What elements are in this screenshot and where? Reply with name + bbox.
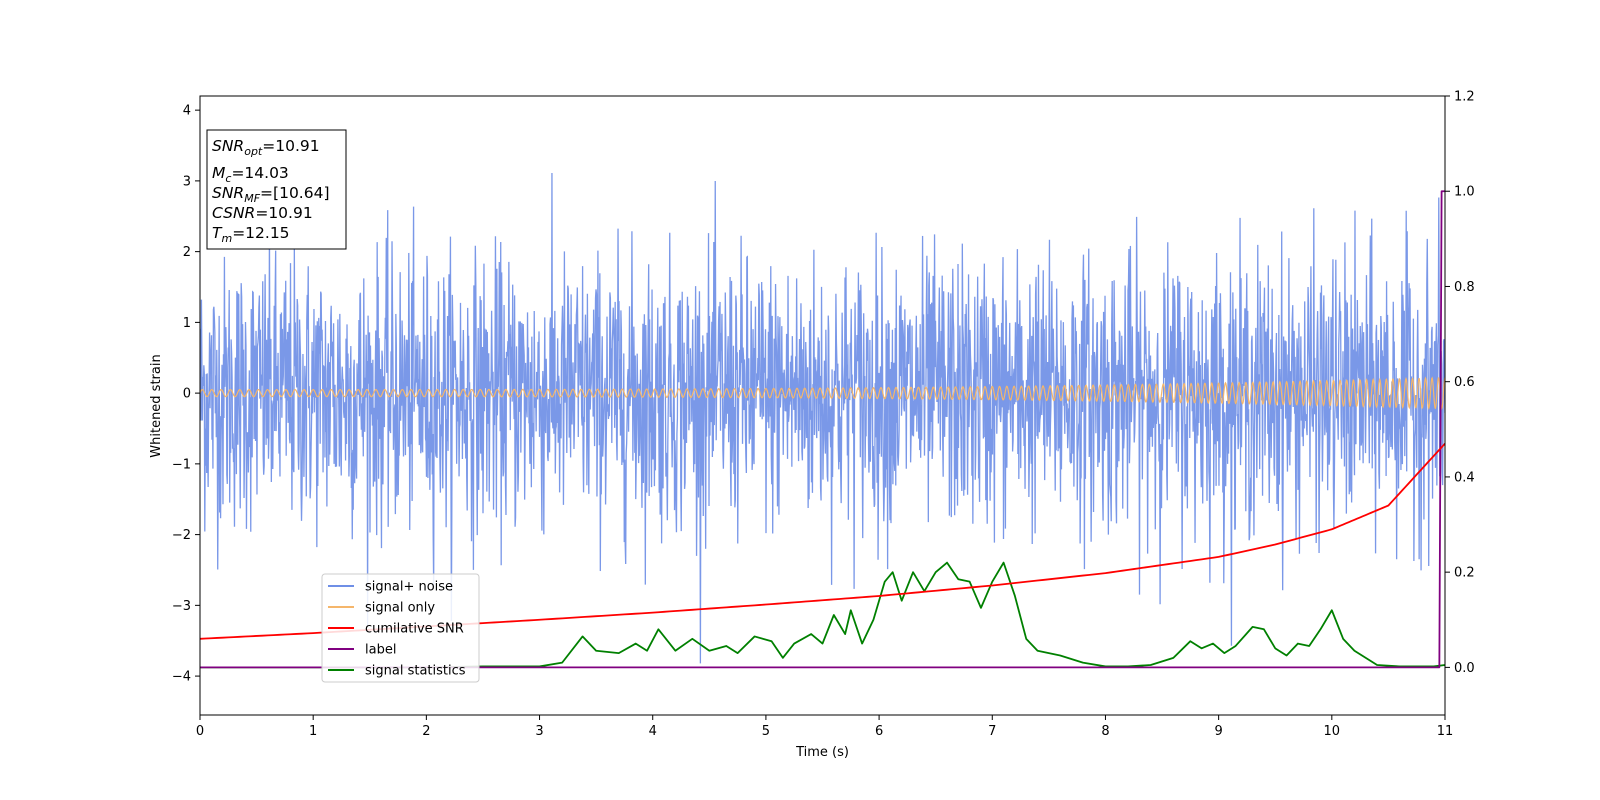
snr-opt-sub: opt (244, 145, 263, 158)
svg-text:SNRMF=[10.64]: SNRMF=[10.64] (212, 184, 330, 205)
x-tick-label: 0 (196, 724, 204, 739)
y-tick-label: −2 (172, 528, 191, 543)
legend-entry: label (365, 643, 396, 658)
svg-text:Tm=12.15: Tm=12.15 (212, 224, 290, 245)
x-tick-label: 3 (535, 724, 543, 739)
mc-value: =14.03 (231, 164, 288, 182)
y-tick-label: 3 (183, 174, 191, 189)
x-tick-label: 9 (1214, 724, 1222, 739)
snr-mf-sub: MF (244, 192, 260, 205)
x-tick-label: 10 (1324, 724, 1341, 739)
snr-mf-value: =[10.64] (260, 184, 329, 202)
x-tick-label: 5 (762, 724, 770, 739)
snr-opt-base: SNR (212, 137, 244, 155)
y2-tick-label: 1.0 (1454, 185, 1475, 200)
series-signal-only (200, 376, 1445, 411)
y2-tick-label: 0.8 (1454, 280, 1475, 295)
info-box: SNRopt=10.91 Mc=14.03 SNRMF=[10.64] CSNR… (206, 129, 347, 250)
snr-mf-base: SNR (212, 184, 244, 202)
x-tick-label: 2 (422, 724, 430, 739)
legend-entry: signal statistics (365, 664, 466, 679)
tm-value: =12.15 (232, 224, 289, 242)
series-signal-statistics (200, 561, 1445, 669)
y-tick-label: 1 (183, 316, 191, 331)
mc-sub: c (225, 172, 231, 185)
mc-base: M (212, 164, 225, 182)
legend-frame (321, 573, 480, 683)
x-tick-label: 8 (1101, 724, 1109, 739)
y-tick-label: 4 (183, 104, 191, 119)
y2-tick-label: 0.4 (1454, 470, 1475, 485)
y-tick-label: −4 (172, 670, 191, 685)
tm-base: T (212, 224, 223, 242)
snr-opt-value: =10.91 (262, 137, 319, 155)
x-tick-label: 1 (309, 724, 317, 739)
y2-tick-label: 0.6 (1454, 375, 1475, 390)
legend-entry: cumilative SNR (365, 622, 464, 637)
x-axis-label: Time (s) (795, 745, 849, 760)
legend-entry: signal only (365, 601, 435, 616)
x-tick-label: 11 (1437, 724, 1454, 739)
series-label (200, 190, 1445, 669)
x-tick-label: 6 (875, 724, 883, 739)
series-signal-noise (200, 173, 1445, 664)
legend: signal+ noise signal only cumilative SNR la… (321, 573, 480, 683)
legend-entry: signal+ noise (365, 580, 453, 595)
y-axis-label: Whitened strain (149, 354, 164, 457)
svg-text:Mc=14.03: Mc=14.03 (212, 164, 289, 185)
y2-tick-label: 0.0 (1454, 661, 1475, 676)
y-tick-label: 0 (183, 387, 191, 402)
y-tick-label: 2 (183, 245, 191, 260)
axes: 0 1 2 3 4 5 6 7 8 9 10 11 −4 −3 −2 −1 0 1 2 3 4 0.0 0.2 0.4 0.6 0… (172, 90, 1475, 740)
y-tick-label: −1 (172, 457, 191, 472)
x-tick-label: 7 (988, 724, 996, 739)
y2-tick-label: 0.2 (1454, 566, 1475, 581)
csnr-value: =10.91 (255, 204, 312, 222)
svg-text:CSNR=10.91: CSNR=10.91 (212, 204, 313, 222)
svg-text:SNRopt=10.91: SNRopt=10.91 (212, 137, 320, 158)
y2-tick-label: 1.2 (1454, 90, 1475, 105)
tm-sub: m (221, 232, 232, 245)
axes-frame (199, 95, 1446, 716)
csnr-base: CSNR (212, 204, 255, 222)
y-tick-label: −3 (172, 599, 191, 614)
x-tick-label: 4 (649, 724, 657, 739)
